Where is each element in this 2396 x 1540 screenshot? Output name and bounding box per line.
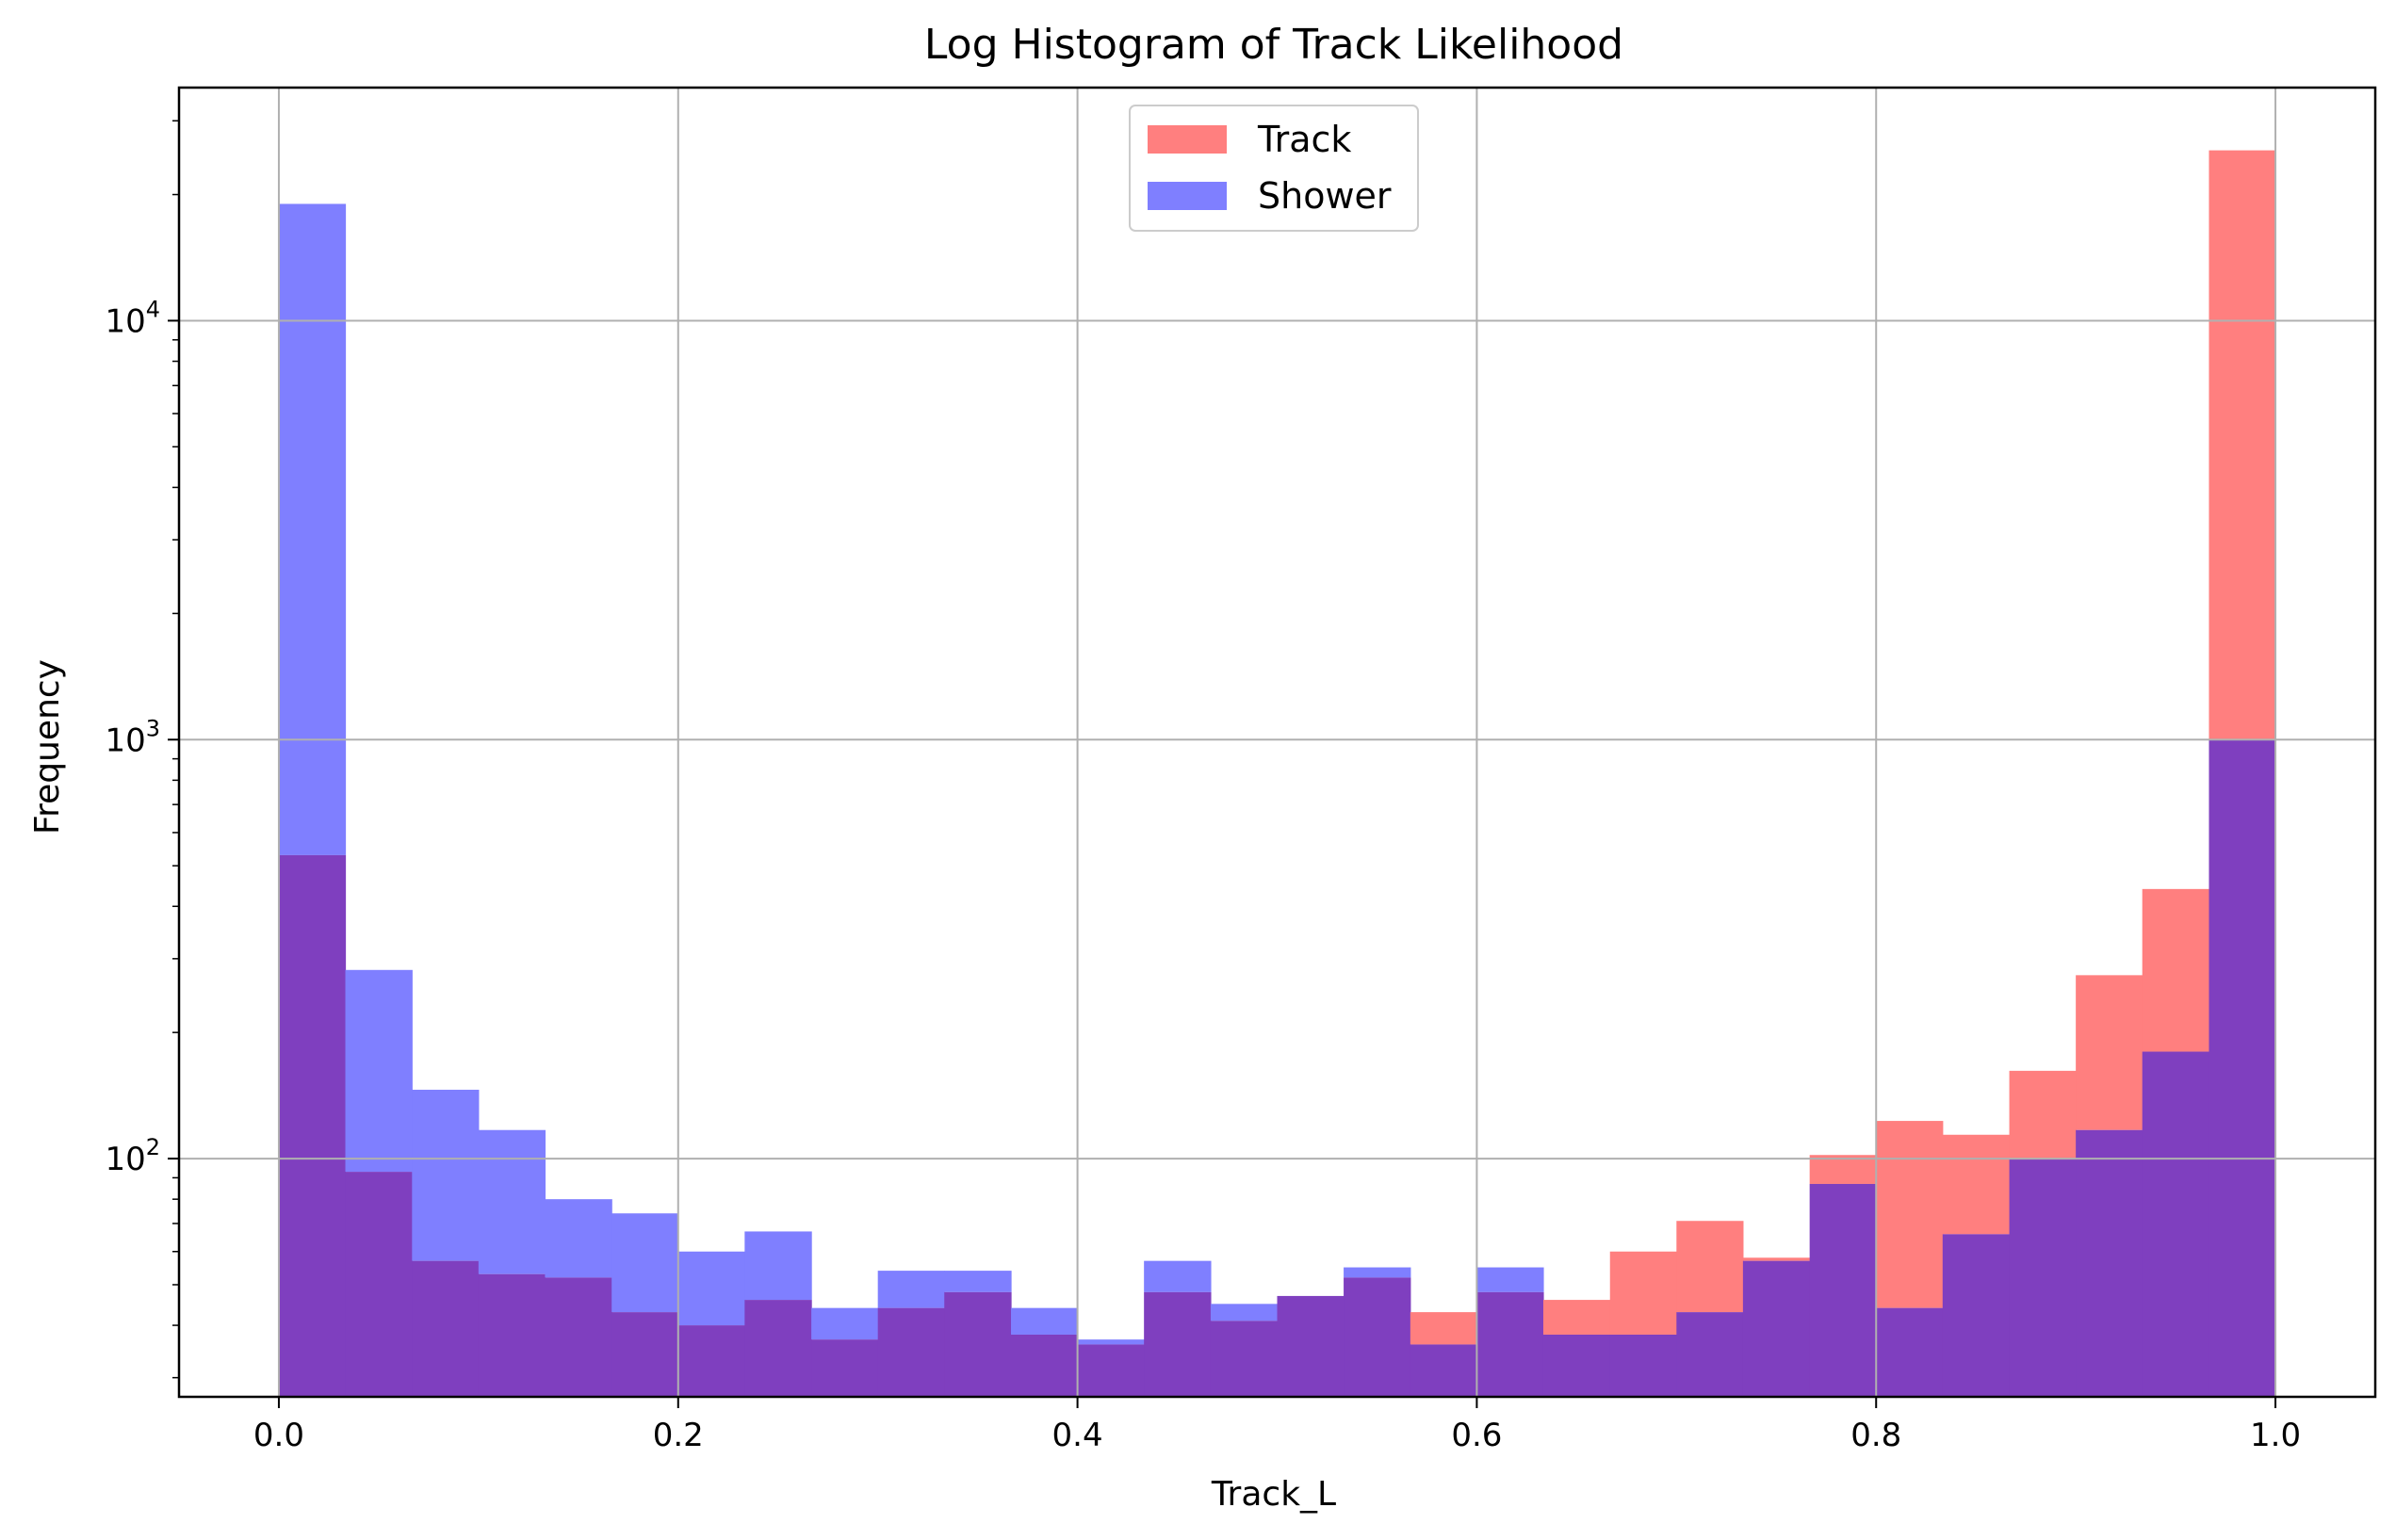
- chart-title: Log Histogram of Track Likelihood: [924, 21, 1623, 69]
- bar-overlap: [877, 1307, 945, 1397]
- bar-overlap: [1344, 1277, 1411, 1397]
- bar-overlap: [1476, 1291, 1544, 1397]
- bar-overlap: [1277, 1295, 1345, 1397]
- legend-swatch-track: [1148, 125, 1227, 154]
- bar-shower-excess: [1077, 1339, 1145, 1345]
- grid-layer: [179, 88, 2375, 1397]
- plot-frame: [177, 86, 2377, 1399]
- x-axis-ticks: 0.0 0.2 0.4 0.6 0.8 1.0: [253, 1397, 2301, 1454]
- bar-overlap: [2076, 1129, 2143, 1397]
- bar-shower-excess: [611, 1213, 679, 1313]
- bar-overlap: [412, 1260, 480, 1397]
- y-axis-ticks: 102 103 104: [105, 120, 179, 1379]
- bar-track-excess: [1676, 1221, 1744, 1313]
- legend-label-shower: Shower: [1258, 175, 1392, 217]
- x-tick-label: 0.6: [1451, 1417, 1502, 1454]
- bar-track-excess: [2076, 975, 2143, 1130]
- bar-track-excess: [2209, 150, 2276, 740]
- bar-overlap: [611, 1312, 679, 1397]
- bar-overlap: [1609, 1334, 1677, 1397]
- bar-overlap: [1542, 1334, 1611, 1397]
- bar-overlap: [677, 1325, 745, 1397]
- y-axis-label: Frequency: [28, 659, 67, 835]
- bar-overlap: [1809, 1183, 1877, 1397]
- bar-overlap: [1210, 1321, 1279, 1397]
- bar-track-excess: [1876, 1121, 1944, 1308]
- bar-overlap: [944, 1291, 1012, 1397]
- bar-overlap: [2209, 739, 2276, 1397]
- bar-overlap: [744, 1300, 812, 1397]
- bar-overlap: [2009, 1159, 2077, 1397]
- bar-shower-excess: [345, 969, 413, 1173]
- bar-overlap: [278, 854, 347, 1397]
- bar-track-excess: [2009, 1070, 2077, 1159]
- bar-shower-excess: [278, 203, 347, 855]
- bar-track-excess: [2142, 888, 2210, 1052]
- bar-shower-excess: [811, 1307, 879, 1340]
- bar-overlap: [811, 1339, 879, 1397]
- bar-overlap: [478, 1273, 546, 1397]
- bar-overlap: [1144, 1291, 1212, 1397]
- bar-track-excess: [1542, 1300, 1611, 1335]
- bar-shower-excess: [412, 1089, 480, 1261]
- bar-track-excess: [1609, 1251, 1677, 1335]
- bar-overlap: [1676, 1312, 1744, 1397]
- bar-overlap: [545, 1277, 612, 1397]
- x-axis-label: Track_L: [1211, 1475, 1336, 1514]
- bar-shower-excess: [1144, 1260, 1212, 1292]
- legend: Track Shower: [1129, 105, 1419, 232]
- y-tick-label: 102: [105, 1134, 160, 1178]
- bar-overlap: [345, 1172, 413, 1397]
- bar-overlap: [2142, 1051, 2210, 1397]
- x-tick-label: 0.4: [1052, 1417, 1103, 1454]
- bar-track-excess: [1410, 1312, 1478, 1345]
- bar-shower-excess: [1344, 1267, 1411, 1278]
- bar-shower-excess: [877, 1271, 945, 1308]
- bar-shower-excess: [1011, 1307, 1079, 1335]
- bar-shower-excess: [478, 1129, 546, 1274]
- bar-track-excess: [1742, 1257, 1811, 1261]
- bar-overlap: [1876, 1307, 1944, 1397]
- bar-shower-excess: [744, 1231, 812, 1301]
- legend-swatch-shower: [1148, 182, 1227, 210]
- bar-track-excess: [1942, 1134, 2011, 1235]
- legend-label-track: Track: [1257, 119, 1351, 160]
- bar-shower-excess: [1476, 1267, 1544, 1292]
- bar-track-excess: [1809, 1155, 1877, 1184]
- bar-shower-excess: [944, 1271, 1012, 1292]
- y-tick-label: 104: [105, 296, 160, 340]
- x-tick-label: 1.0: [2250, 1417, 2301, 1454]
- bar-overlap: [1942, 1234, 2011, 1397]
- bar-overlap: [1077, 1344, 1145, 1397]
- bar-shower-excess: [545, 1199, 612, 1278]
- bar-shower-excess: [677, 1251, 745, 1326]
- bar-overlap: [1742, 1260, 1811, 1397]
- x-tick-label: 0.0: [253, 1417, 304, 1454]
- x-tick-label: 0.8: [1850, 1417, 1901, 1454]
- bar-shower-excess: [1210, 1304, 1279, 1321]
- x-tick-label: 0.2: [653, 1417, 704, 1454]
- plot-area: [177, 86, 2377, 1399]
- bars-layer: [278, 150, 2276, 1397]
- y-tick-label: 103: [105, 715, 160, 759]
- bar-overlap: [1011, 1334, 1079, 1397]
- bar-overlap: [1410, 1344, 1478, 1397]
